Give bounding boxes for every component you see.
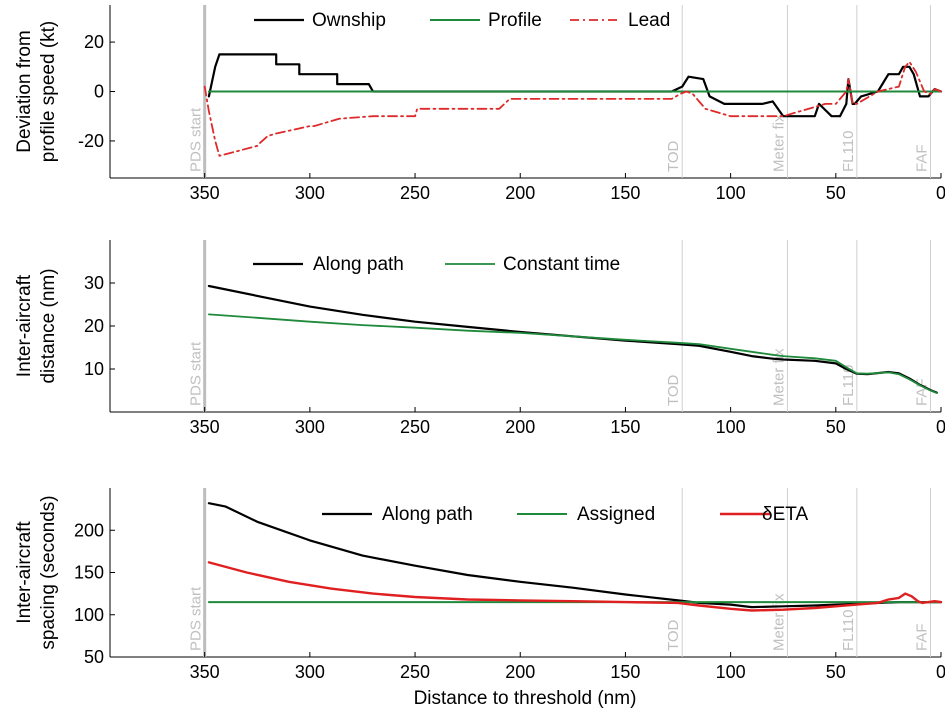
legend-label: Along path <box>382 504 473 525</box>
marker-label: FAF <box>913 623 930 651</box>
x-tick-label: 0 <box>936 662 945 682</box>
y-tick-label: -20 <box>78 131 104 151</box>
marker-label: TOD <box>665 140 682 172</box>
x-tick-label: 350 <box>190 662 220 682</box>
marker-label: FL110 <box>840 365 857 406</box>
legend-label: Lead <box>628 10 670 31</box>
x-tick-label: 300 <box>295 662 325 682</box>
series-line <box>207 502 943 609</box>
y-axis-label: Inter-aircraft <box>14 521 35 624</box>
x-tick-label: 200 <box>505 662 535 682</box>
marker-label: FAF <box>913 144 930 172</box>
x-tick-label: 300 <box>295 183 325 203</box>
y-tick-label: 0 <box>94 82 104 102</box>
y-axis-label: profile speed (kt) <box>38 21 59 163</box>
marker-label: FAF <box>913 378 930 406</box>
y-tick-label: 100 <box>74 605 104 625</box>
legend-label: Constant time <box>503 254 620 275</box>
legend-label: δETA <box>762 504 808 525</box>
marker-label: PDS start <box>188 586 205 651</box>
x-tick-label: 150 <box>610 662 640 682</box>
x-tick-label: 50 <box>826 662 846 682</box>
x-tick-label: 0 <box>936 183 945 203</box>
x-tick-label: 0 <box>936 417 945 437</box>
legend-label: Profile <box>488 10 542 31</box>
x-tick-label: 100 <box>716 662 746 682</box>
y-tick-label: 150 <box>74 563 104 583</box>
marker-label: TOD <box>665 619 682 651</box>
series-line <box>207 53 943 118</box>
x-tick-label: 350 <box>190 417 220 437</box>
x-tick-label: 200 <box>505 417 535 437</box>
y-axis-label: spacing (seconds) <box>38 495 59 649</box>
marker-label: PDS start <box>188 107 205 172</box>
series-line <box>207 284 938 394</box>
x-tick-label: 150 <box>610 183 640 203</box>
y-axis-label: distance (nm) <box>38 268 59 383</box>
y-tick-label: 20 <box>84 316 104 336</box>
y-tick-label: 200 <box>74 520 104 540</box>
y-tick-label: 10 <box>84 359 104 379</box>
legend-label: Along path <box>313 254 404 275</box>
y-tick-label: 20 <box>84 32 104 52</box>
x-tick-label: 250 <box>400 417 430 437</box>
marker-label: FL110 <box>840 131 857 172</box>
panel-speed-deviation: PDS start TOD Meter fix FL110 FAF 350 300 250 20… <box>14 5 945 203</box>
marker-label: FL110 <box>840 610 857 651</box>
legend-label: Ownship <box>312 10 386 31</box>
marker-label: Meter fix <box>770 348 787 406</box>
marker-label: TOD <box>665 374 682 406</box>
x-tick-label: 100 <box>716 417 746 437</box>
x-tick-label: 350 <box>190 183 220 203</box>
x-tick-label: 250 <box>400 662 430 682</box>
x-tick-label: 300 <box>295 417 325 437</box>
legend-label: Assigned <box>577 504 655 525</box>
x-tick-label: 250 <box>400 183 430 203</box>
series-line <box>207 313 938 395</box>
y-tick-label: 30 <box>84 273 104 293</box>
series-line <box>203 60 942 157</box>
x-tick-label: 150 <box>610 417 640 437</box>
x-axis-label: Distance to threshold (nm) <box>414 688 637 709</box>
x-tick-label: 50 <box>826 183 846 203</box>
y-axis-label: Deviation from <box>14 30 35 153</box>
y-tick-label: 50 <box>84 647 104 667</box>
y-axis-label: Inter-aircraft <box>14 274 35 377</box>
x-tick-label: 100 <box>716 183 746 203</box>
x-tick-label: 50 <box>826 417 846 437</box>
marker-label: Meter fix <box>770 114 787 172</box>
series-line <box>207 561 943 612</box>
x-tick-label: 200 <box>505 183 535 203</box>
marker-label: PDS start <box>188 341 205 406</box>
